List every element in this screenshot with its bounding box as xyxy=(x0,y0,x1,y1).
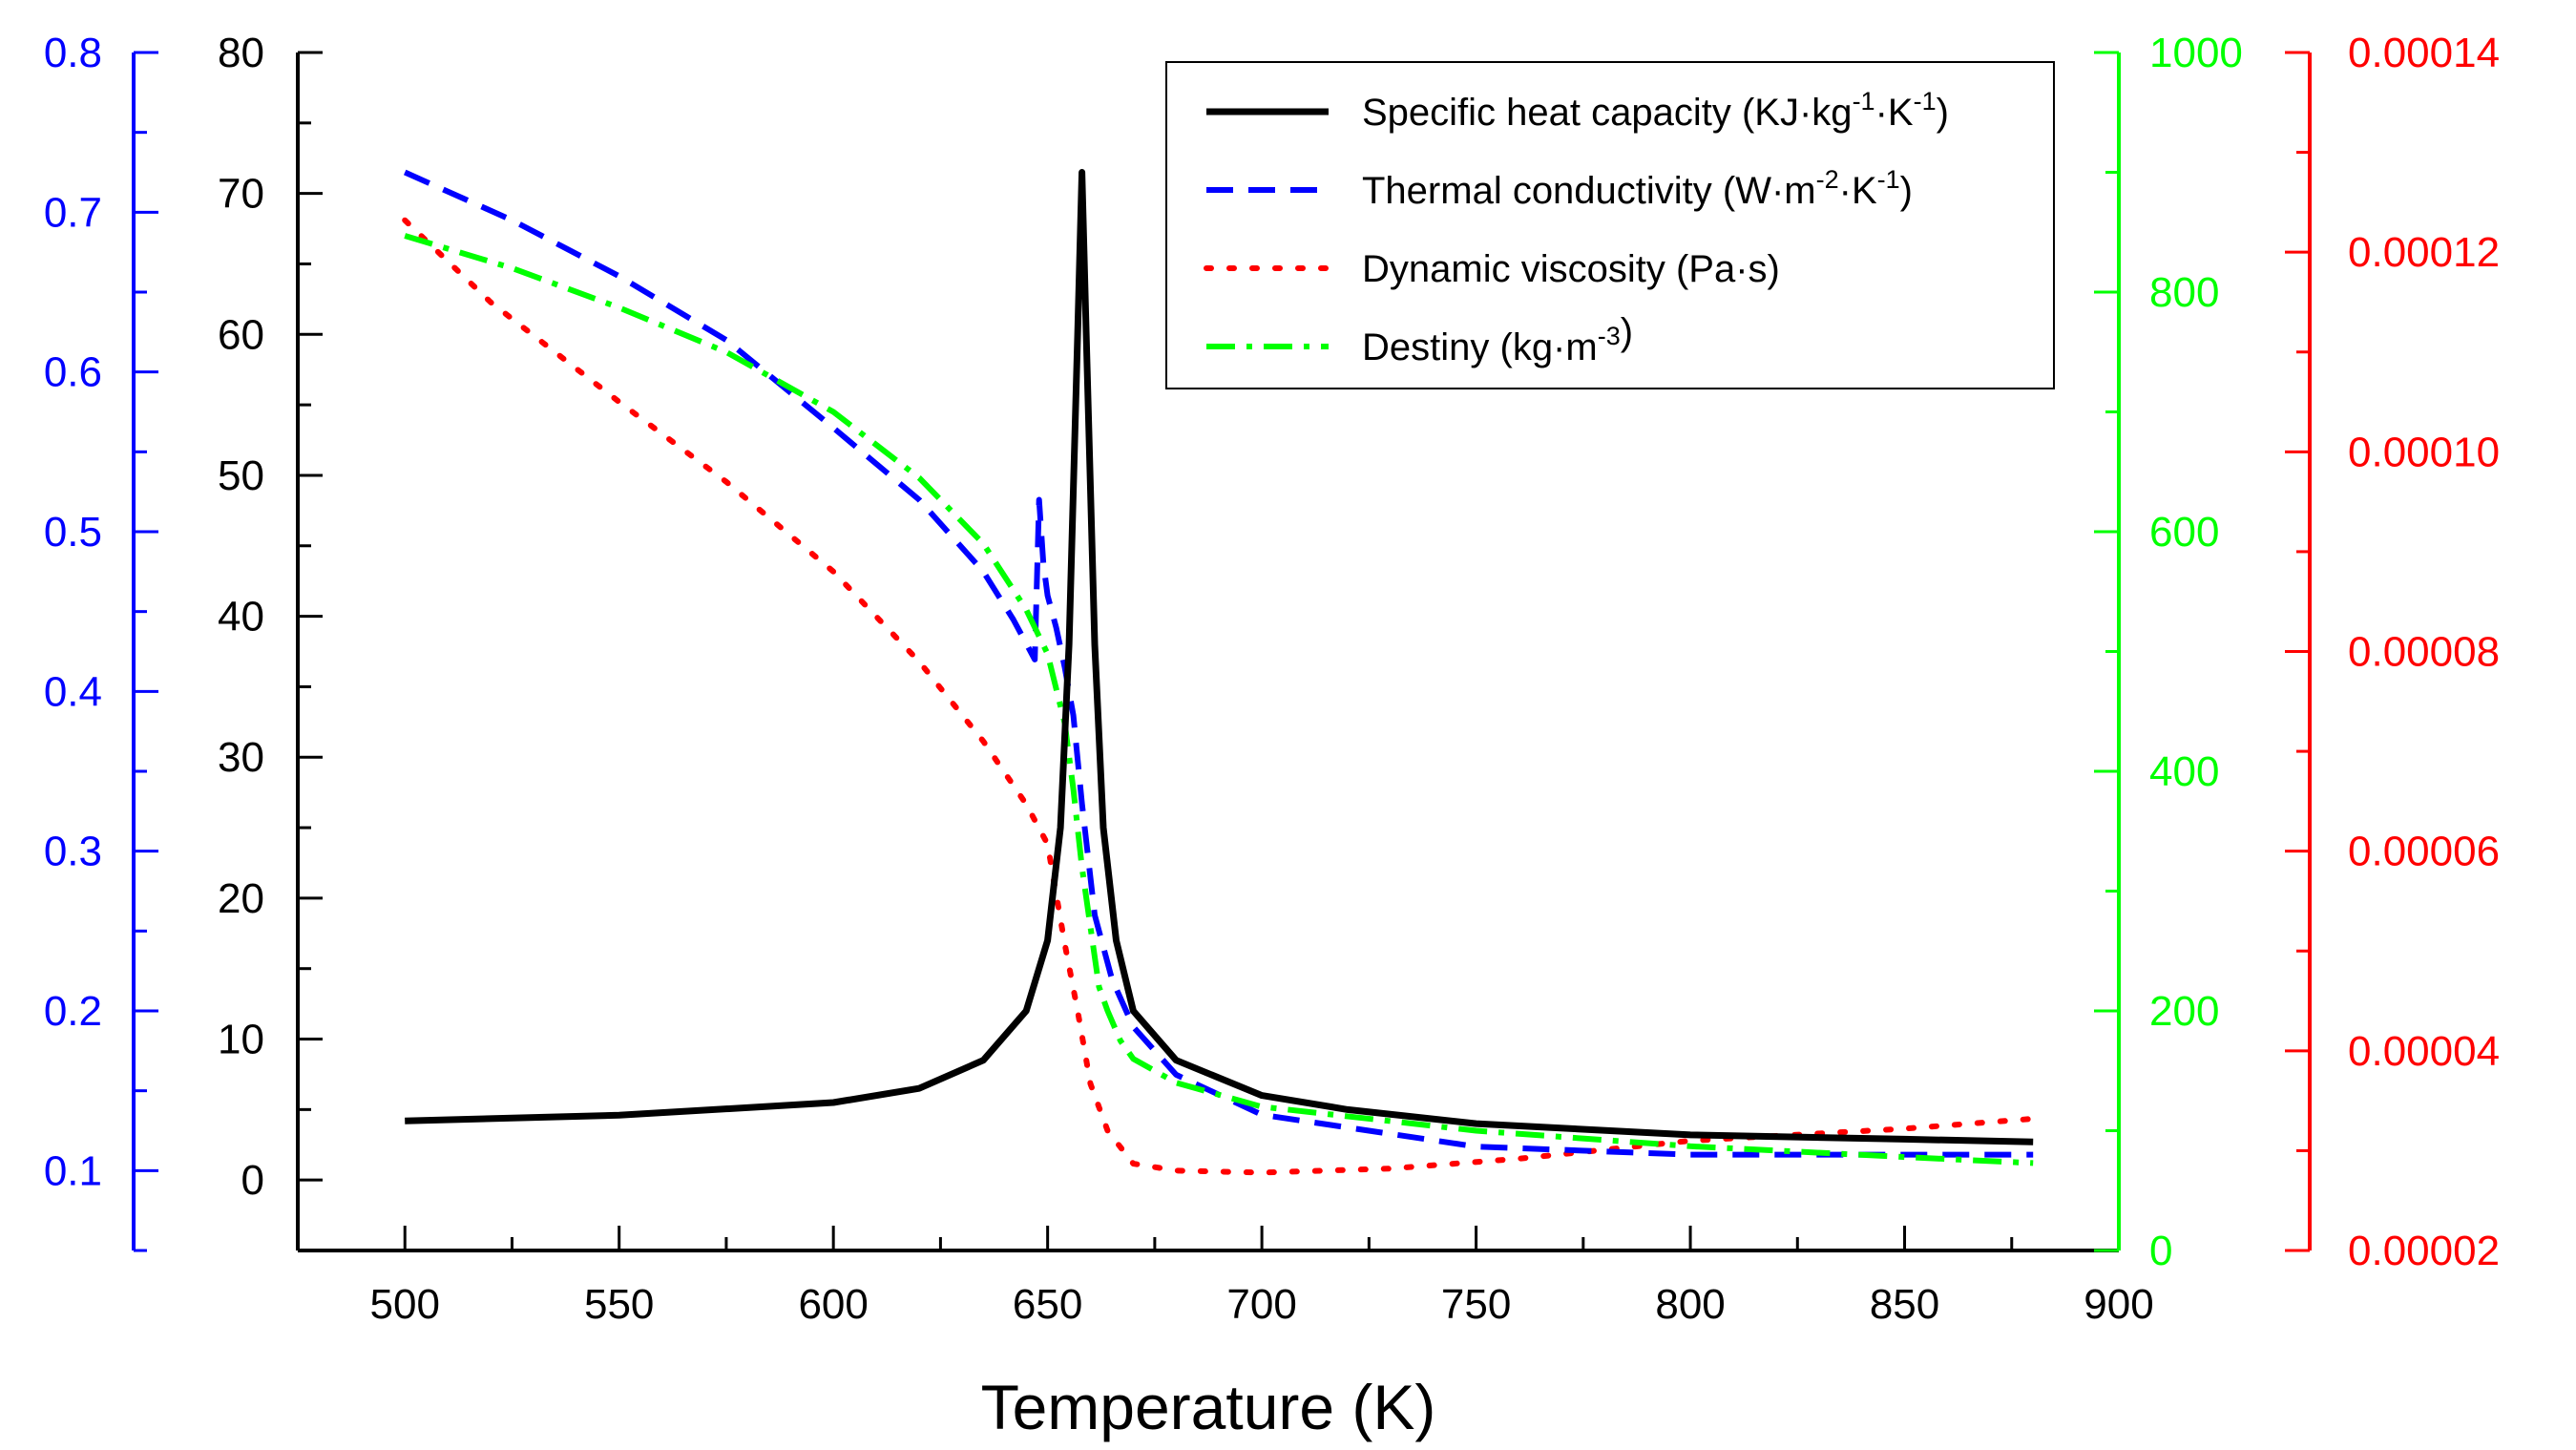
y-tick-label: 0.8 xyxy=(44,30,102,76)
x-tick-label: 600 xyxy=(798,1281,868,1328)
x-tick-label: 700 xyxy=(1226,1281,1296,1328)
y-tick-label: 10 xyxy=(218,1017,264,1063)
x-axis: 500 550 600 650 700 750 800 850 900 xyxy=(296,1226,2154,1328)
legend-label: Specific heat capacity (KJ·kg-1·K-1) xyxy=(1362,87,1949,134)
y-tick-label: 0.00006 xyxy=(2348,829,2500,875)
legend-label: Thermal conductivity (W·m-2·K-1) xyxy=(1362,165,1913,212)
legend-label: Dynamic viscosity (Pa·s) xyxy=(1362,248,1780,290)
y-tick-label: 0.00002 xyxy=(2348,1228,2500,1274)
y-tick-label: 1000 xyxy=(2149,30,2243,76)
x-tick-label: 800 xyxy=(1655,1281,1725,1328)
y-tick-label: 20 xyxy=(218,875,264,922)
y-tick-label: 80 xyxy=(218,30,264,76)
y-tick-label: 0 xyxy=(2149,1228,2172,1274)
series-dynamic-viscosity xyxy=(402,217,2037,1176)
y-tick-label: 600 xyxy=(2149,509,2219,556)
x-tick-label: 500 xyxy=(370,1281,440,1328)
y-axis-dynamic-viscosity: 0.00002 0.00004 0.00006 0.00008 0.00010 0.000… xyxy=(2285,30,2500,1274)
x-tick-label: 900 xyxy=(2084,1281,2153,1328)
series-layer xyxy=(402,169,2037,1176)
legend-box xyxy=(1165,61,2055,389)
x-tick-label: 650 xyxy=(1013,1281,1082,1328)
y-tick-label: 0.1 xyxy=(44,1147,102,1194)
series-specific-heat xyxy=(405,169,2034,1145)
y-tick-label: 0.00014 xyxy=(2348,30,2500,76)
y-tick-label: 0.00012 xyxy=(2348,229,2500,276)
y-axis-density: 0 200 400 600 800 1000 xyxy=(2094,30,2243,1274)
y-tick-label: 0.5 xyxy=(44,509,102,556)
legend: Specific heat capacity (KJ·kg-1·K-1) Ther… xyxy=(1165,61,2055,389)
y-tick-label: 0.00008 xyxy=(2348,629,2500,676)
y-tick-label: 40 xyxy=(218,594,264,641)
x-tick-label: 850 xyxy=(1870,1281,1939,1328)
legend-label: Destiny (kg·m-3) xyxy=(1362,311,1633,368)
y-axis-thermal-conductivity: 0.1 0.2 0.3 0.4 0.5 0.6 0.7 0.8 xyxy=(44,30,158,1252)
y-tick-label: 0.7 xyxy=(44,189,102,236)
y-tick-label: 800 xyxy=(2149,269,2219,316)
y-tick-label: 30 xyxy=(218,734,264,781)
y-tick-label: 200 xyxy=(2149,988,2219,1035)
y-tick-label: 0.2 xyxy=(44,988,102,1035)
y-tick-label: 50 xyxy=(218,452,264,499)
x-tick-label: 750 xyxy=(1441,1281,1511,1328)
y-tick-label: 0.6 xyxy=(44,349,102,396)
y-tick-label: 70 xyxy=(218,171,264,218)
y-tick-label: 60 xyxy=(218,311,264,358)
y-tick-label: 0.00010 xyxy=(2348,429,2500,475)
series-thermal-conductivity xyxy=(403,169,2034,1158)
y-tick-label: 0 xyxy=(241,1157,264,1204)
y-tick-label: 0.00004 xyxy=(2348,1028,2500,1075)
series-density xyxy=(404,233,2034,1166)
y-tick-label: 400 xyxy=(2149,748,2219,795)
x-axis-label: Temperature (K) xyxy=(981,1372,1436,1442)
y-axis-specific-heat: 0 10 20 30 40 50 60 70 80 xyxy=(218,30,323,1252)
x-tick-label: 550 xyxy=(584,1281,654,1328)
y-tick-label: 0.3 xyxy=(44,829,102,875)
y-tick-label: 0.4 xyxy=(44,668,102,715)
